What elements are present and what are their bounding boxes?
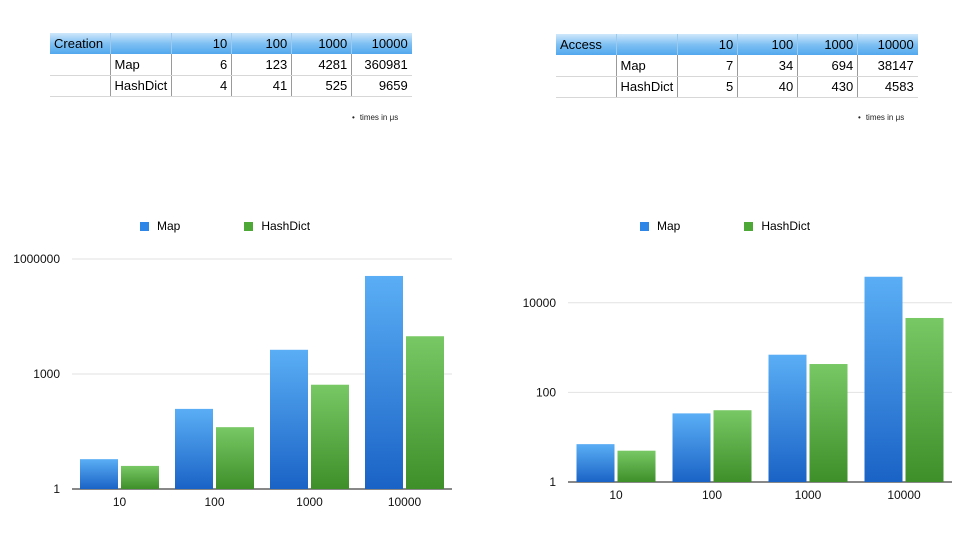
table-cell: 6 <box>171 54 232 76</box>
note-text: times in μs <box>359 113 399 122</box>
column-header: 1000 <box>291 33 352 54</box>
x-tick-label: 10000 <box>887 488 921 502</box>
legend-item-hashdict: HashDict <box>244 219 310 233</box>
table-cell: 40 <box>737 76 798 98</box>
y-tick-label: 100 <box>536 385 556 399</box>
map-bar <box>270 349 308 489</box>
units-note: • times in μs <box>352 113 398 122</box>
table-title: Access <box>556 34 616 55</box>
table-row: Map 7 34 694 38147 <box>556 55 918 77</box>
map-bar <box>365 275 403 489</box>
table-cell: 7 <box>677 55 738 77</box>
hashdict-bar <box>406 336 444 489</box>
row-blank <box>50 75 110 97</box>
hashdict-swatch <box>244 221 254 231</box>
legend-item-map: Map <box>640 219 680 233</box>
row-blank <box>556 76 616 98</box>
legend-label: Map <box>157 219 181 233</box>
legend-label: HashDict <box>261 219 311 233</box>
hashdict-bar <box>905 317 944 482</box>
row-label: HashDict <box>109 75 172 97</box>
table-cell: 430 <box>797 76 858 98</box>
column-header: 10 <box>171 33 232 54</box>
hashdict-swatch <box>744 221 754 231</box>
map-bar <box>175 408 213 489</box>
table-cell: 5 <box>677 76 738 98</box>
x-tick-label: 100 <box>204 495 224 509</box>
x-tick-label: 10 <box>609 488 623 502</box>
row-blank <box>50 54 110 76</box>
units-note: • times in μs <box>858 113 904 122</box>
x-tick-label: 1000 <box>795 488 822 502</box>
x-tick-label: 1000 <box>296 495 323 509</box>
chart-legend: Map HashDict <box>140 219 366 233</box>
x-tick-label: 100 <box>702 488 722 502</box>
y-tick-label: 1000 <box>33 367 60 381</box>
y-tick-label: 10000 <box>523 296 557 310</box>
legend-item-map: Map <box>140 219 180 233</box>
row-blank <box>556 55 616 77</box>
table-row: HashDict 5 40 430 4583 <box>556 76 918 98</box>
map-bar <box>864 276 903 482</box>
map-swatch <box>140 221 149 231</box>
hashdict-bar <box>311 384 349 489</box>
chart-legend: Map HashDict <box>640 219 866 233</box>
header-blank <box>615 34 678 55</box>
note-text: times in μs <box>865 113 905 122</box>
table-cell: 123 <box>231 54 292 76</box>
column-header: 10000 <box>351 33 412 54</box>
table-cell: 4281 <box>291 54 352 76</box>
access-table: Access 10 100 1000 10000 Map 7 34 694 38… <box>556 34 918 98</box>
table-cell: 9659 <box>351 75 412 97</box>
row-label: HashDict <box>615 76 678 98</box>
table-header-row: Access 10 100 1000 10000 <box>556 34 918 55</box>
x-tick-label: 10 <box>113 495 127 509</box>
map-swatch <box>640 221 649 231</box>
table-cell: 34 <box>737 55 798 77</box>
y-tick-label: 1 <box>549 475 556 489</box>
row-label: Map <box>615 55 678 77</box>
hashdict-bar <box>617 450 656 482</box>
column-header: 100 <box>231 33 292 54</box>
column-header: 10 <box>677 34 738 55</box>
legend-label: Map <box>657 219 681 233</box>
hashdict-bar <box>713 410 752 482</box>
table-row: Map 6 123 4281 360981 <box>50 54 412 76</box>
map-bar <box>768 354 807 482</box>
column-header: 10000 <box>857 34 918 55</box>
hashdict-bar <box>121 465 159 489</box>
y-tick-label: 1 <box>53 482 60 496</box>
table-cell: 41 <box>231 75 292 97</box>
bullet-icon: • <box>352 113 355 122</box>
map-bar <box>576 444 615 482</box>
table-cell: 360981 <box>351 54 412 76</box>
legend-label: HashDict <box>761 219 811 233</box>
table-cell: 525 <box>291 75 352 97</box>
table-cell: 4583 <box>857 76 918 98</box>
table-cell: 38147 <box>857 55 918 77</box>
table-cell: 4 <box>171 75 232 97</box>
y-tick-label: 1000000 <box>13 252 60 266</box>
row-label: Map <box>109 54 172 76</box>
map-bar <box>80 459 118 489</box>
table-cell: 694 <box>797 55 858 77</box>
column-header: 1000 <box>797 34 858 55</box>
table-header-row: Creation 10 100 1000 10000 <box>50 33 412 54</box>
column-header: 100 <box>737 34 798 55</box>
header-blank <box>109 33 172 54</box>
hashdict-bar <box>216 427 254 489</box>
hashdict-bar <box>809 364 848 482</box>
table-row: HashDict 4 41 525 9659 <box>50 75 412 97</box>
map-bar <box>672 413 711 482</box>
legend-item-hashdict: HashDict <box>744 219 810 233</box>
bullet-icon: • <box>858 113 861 122</box>
creation-table: Creation 10 100 1000 10000 Map 6 123 428… <box>50 33 412 97</box>
table-title: Creation <box>50 33 110 54</box>
x-tick-label: 10000 <box>388 495 422 509</box>
